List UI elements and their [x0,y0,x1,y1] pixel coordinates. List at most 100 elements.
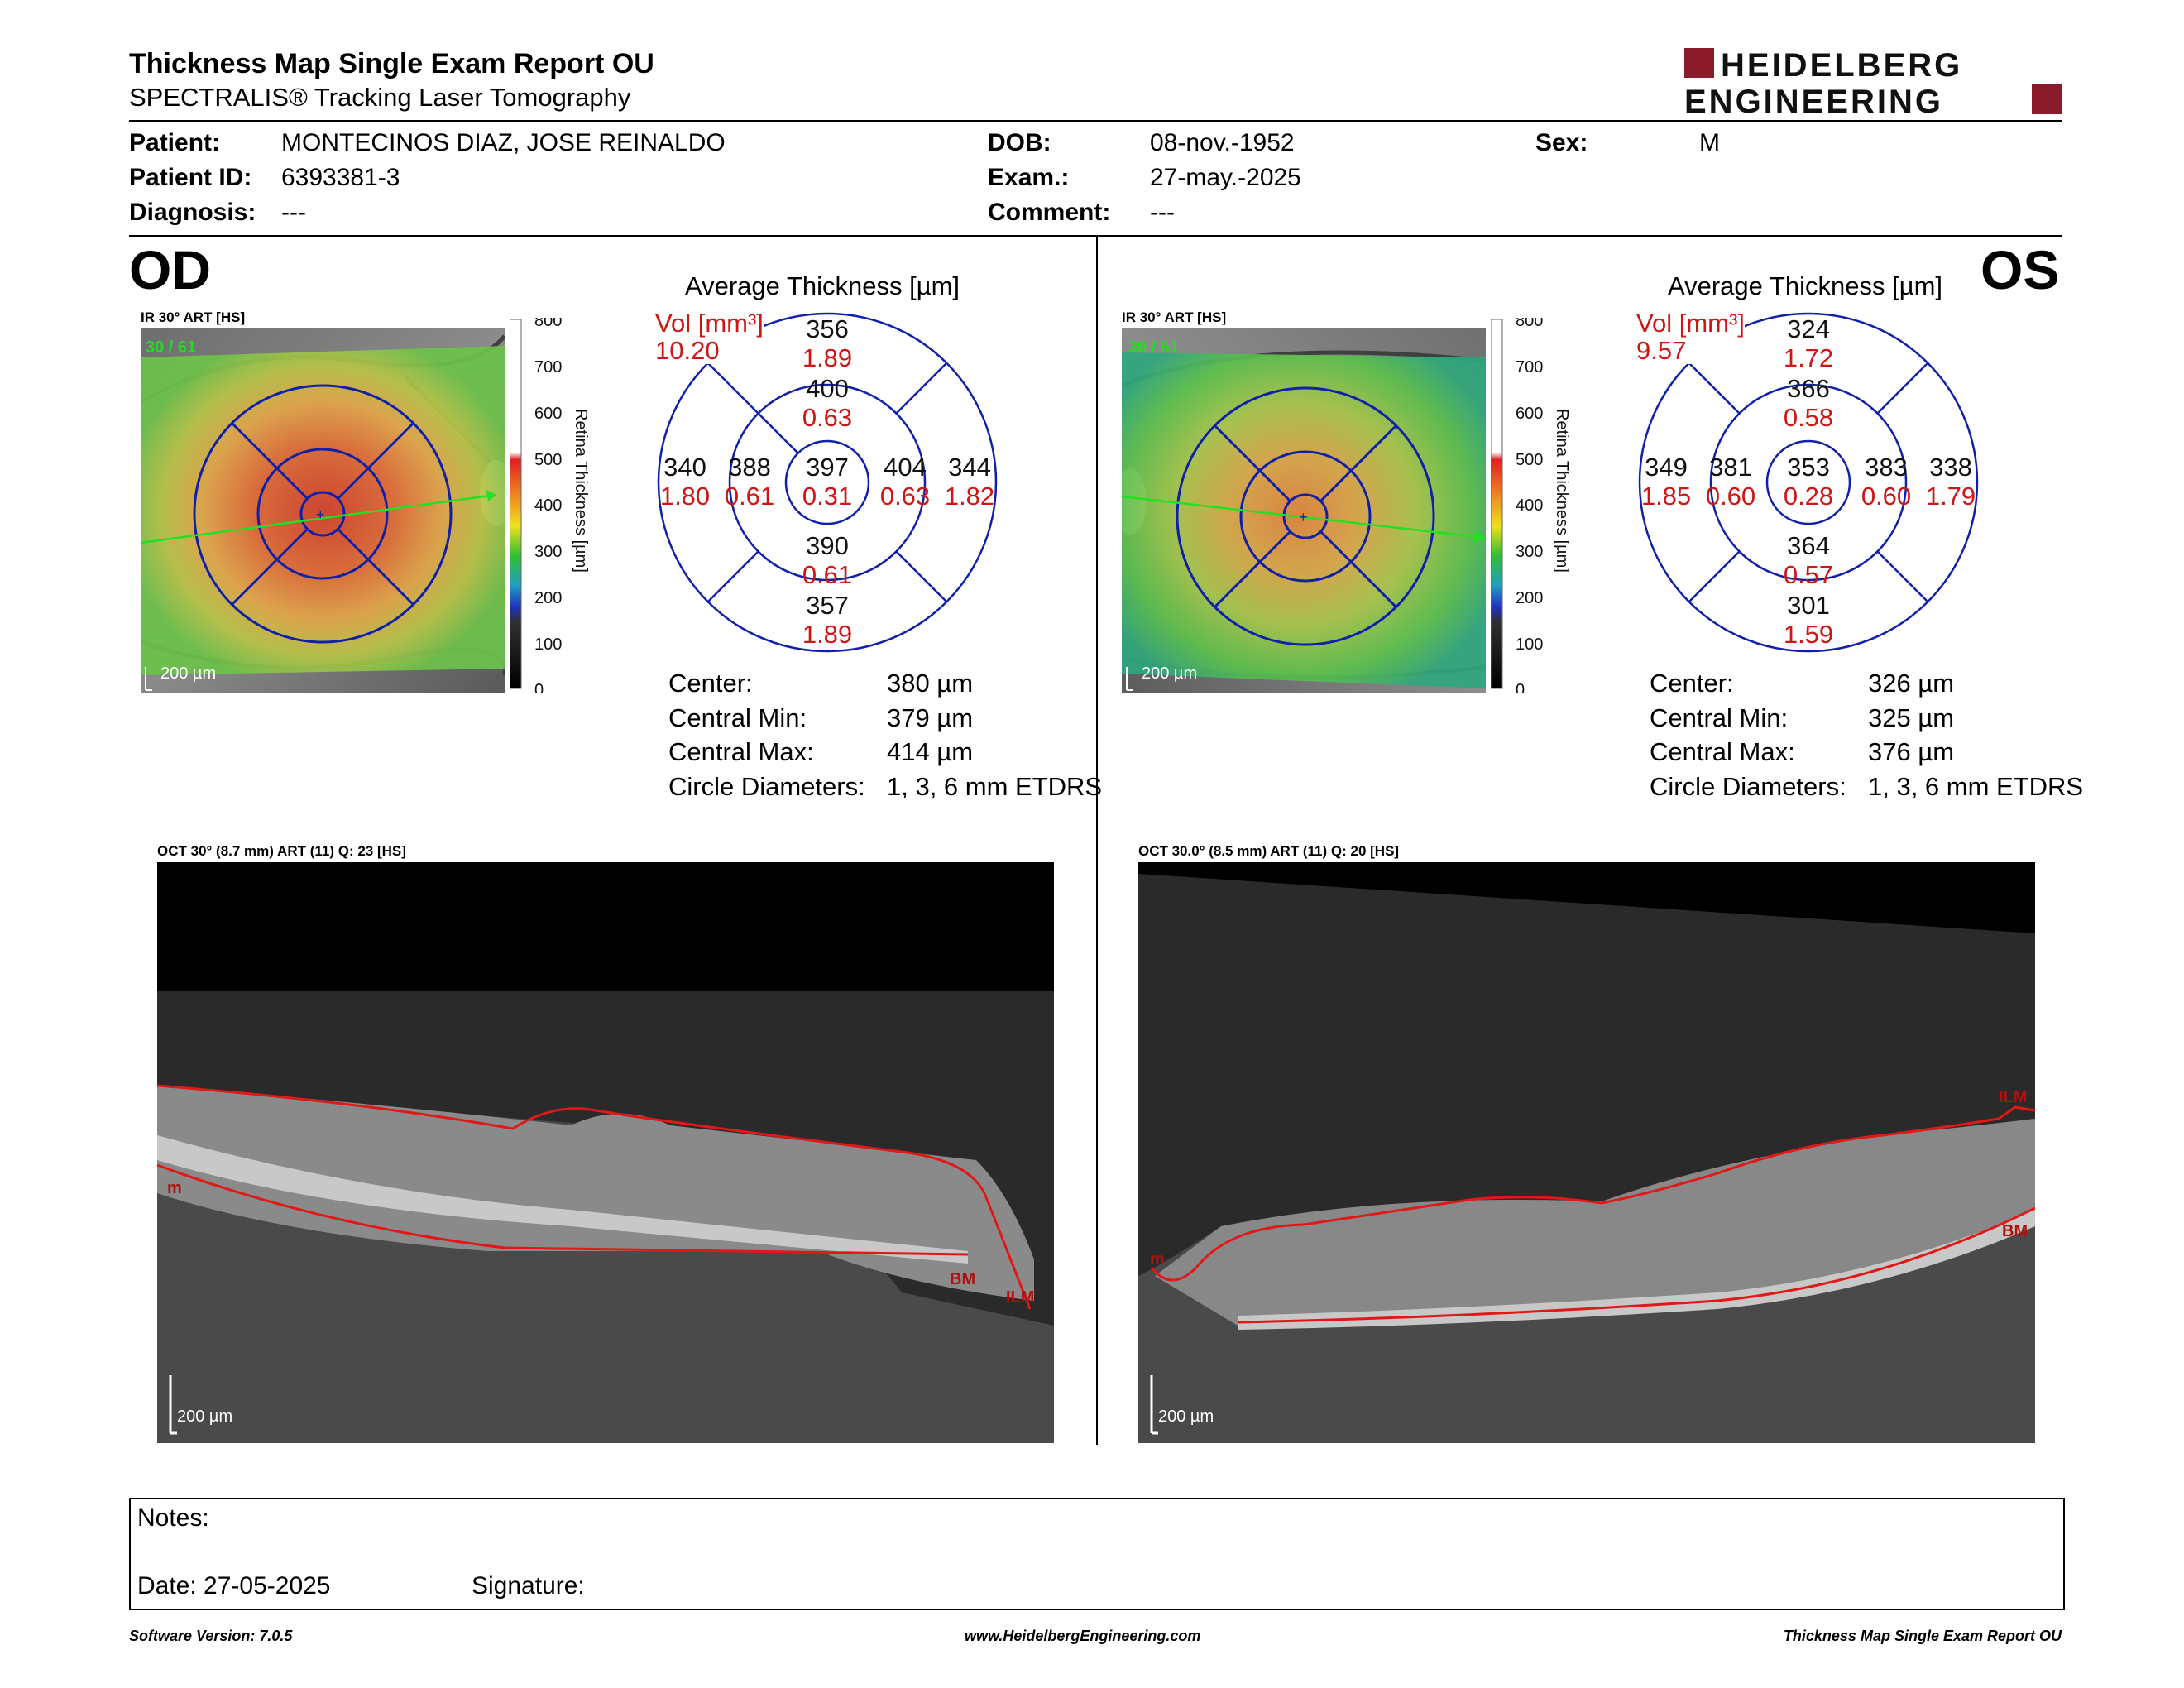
svg-text:0.60: 0.60 [1861,482,1911,511]
svg-text:324: 324 [1787,314,1830,343]
os-colorbar-title: Retina Thickness [µm] [1553,409,1571,573]
od-colorbar-title: Retina Thickness [µm] [572,409,590,573]
os-oct-bm: BM [2002,1222,2028,1240]
svg-text:364: 364 [1787,531,1830,560]
eye-os-title: OS [1980,239,2060,300]
svg-text:357: 357 [806,591,849,620]
od-etdrs-grid: 356 1.89 400 0.63 397 0.31 390 0.61 357 … [654,305,1001,660]
svg-text:100: 100 [534,635,562,654]
svg-text:301: 301 [1787,591,1830,620]
footer-website[interactable]: www.HeidelbergEngineering.com [965,1628,1201,1644]
svg-text:338: 338 [1929,453,1972,482]
dob-value: 08-nov.-1952 [1150,129,1295,156]
os-oct-scale: 200 µm [1158,1407,1214,1426]
svg-text:0.63: 0.63 [880,482,930,511]
svg-text:700: 700 [1516,358,1543,376]
svg-text:388: 388 [728,453,771,482]
svg-text:344: 344 [948,453,991,482]
svg-text:200: 200 [1516,589,1543,607]
svg-text:500: 500 [534,451,562,469]
notes-label: Notes: [137,1504,209,1532]
os-min-label: Central Min: [1650,703,1789,732]
os-vol-label: Vol [mm³] [1636,309,1745,338]
svg-text:800: 800 [1516,318,1543,330]
svg-text:1.89: 1.89 [802,620,852,649]
od-max-value: 414 µm [887,737,974,766]
od-oct-scale: 200 µm [177,1407,232,1426]
svg-text:0.61: 0.61 [802,560,852,589]
os-center-value: 326 µm [1868,669,1955,698]
os-thickness-map: + 30 / 61 200 µm [1114,328,1487,693]
notes-box[interactable]: Notes: Date: 27-05-2025 Signature: [129,1498,2065,1610]
patient-label: Patient: [129,129,221,156]
od-frame-count: 30 / 61 [146,338,196,357]
od-thickness-map: + 30 / 61 200 µm [139,328,513,693]
signature-label: Signature: [472,1572,585,1599]
svg-text:800: 800 [534,318,562,330]
diagnosis-label: Diagnosis: [129,199,256,226]
od-oct-ilm: ILM [1006,1288,1034,1307]
svg-text:0: 0 [534,681,544,693]
os-colorbar: 800 700 600 500 400 300 200 100 0 Retina… [1490,312,1573,699]
svg-text:340: 340 [663,453,706,482]
od-ir-label: IR 30° ART [HS] [141,309,246,325]
od-colorbar: 800 700 600 500 400 300 200 100 0 Retina… [509,312,592,699]
svg-text:383: 383 [1865,453,1908,482]
patient-id: 6393381-3 [281,164,400,191]
od-oct-bm: BM [950,1270,975,1288]
svg-text:100: 100 [1516,635,1543,654]
sex-label: Sex: [1535,129,1588,156]
os-max-value: 376 µm [1868,737,1955,766]
od-min-value: 379 µm [887,703,974,732]
svg-text:0.61: 0.61 [725,482,774,511]
exam-label: Exam.: [988,164,1070,191]
svg-text:1.89: 1.89 [802,343,852,372]
os-diam-label: Circle Diameters: [1650,772,1846,801]
center-divider [1096,237,1098,1445]
os-oct-scan: m BM ILM 200 µm [1138,862,2036,1443]
svg-text:381: 381 [1709,453,1752,482]
svg-text:200: 200 [534,589,562,607]
od-oct-m: m [167,1179,182,1197]
os-ir-label: IR 30° ART [HS] [1122,309,1227,325]
os-center-label: Center: [1650,669,1734,698]
footer-report: Thickness Map Single Exam Report OU [1783,1628,2062,1644]
svg-text:1.79: 1.79 [1926,482,1976,511]
logo-line2: ENGINEERING [1684,84,1943,116]
report-subtitle: SPECTRALIS® Tracking Laser Tomography [129,83,631,112]
patient-name: MONTECINOS DIAZ, JOSE REINALDO [281,129,726,156]
od-vol-block: Vol [mm³] 10.20 [655,309,764,364]
svg-text:400: 400 [534,496,562,515]
comment-value: --- [1150,199,1175,226]
os-etdrs-grid: 324 1.72 366 0.58 353 0.28 364 0.57 301 … [1635,305,1982,660]
svg-text:400: 400 [806,374,849,403]
svg-text:0.31: 0.31 [802,482,852,511]
svg-text:0.63: 0.63 [802,403,852,432]
od-center-value: 380 µm [887,669,974,698]
svg-text:0.60: 0.60 [1706,482,1755,511]
footer-software: Software Version: 7.0.5 [129,1628,293,1644]
od-min-label: Central Min: [668,703,807,732]
svg-text:400: 400 [1516,496,1543,515]
od-oct-scan: m BM ILM 200 µm [156,862,1054,1443]
od-avg-title: Average Thickness [µm] [685,271,960,300]
svg-text:0.57: 0.57 [1784,560,1833,589]
svg-text:356: 356 [806,314,849,343]
svg-text:700: 700 [534,358,562,376]
svg-text:397: 397 [806,453,849,482]
report-title: Thickness Map Single Exam Report OU [129,48,654,79]
od-vol-value: 10.20 [655,336,720,365]
svg-text:+: + [1299,509,1308,525]
svg-text:+: + [316,506,325,523]
os-vol-value: 9.57 [1636,336,1687,365]
dob-label: DOB: [988,129,1051,156]
svg-text:600: 600 [1516,405,1543,423]
logo-line1: HEIDELBERG [1721,47,1962,84]
os-diam-value: 1, 3, 6 mm ETDRS [1868,772,2084,801]
od-center-label: Center: [668,669,753,698]
patient-id-label: Patient ID: [129,164,252,191]
od-oct-label: OCT 30° (8.7 mm) ART (11) Q: 23 [HS] [157,843,406,859]
svg-text:0: 0 [1516,681,1525,693]
sex-value: M [1699,129,1720,156]
os-max-label: Central Max: [1650,737,1795,766]
